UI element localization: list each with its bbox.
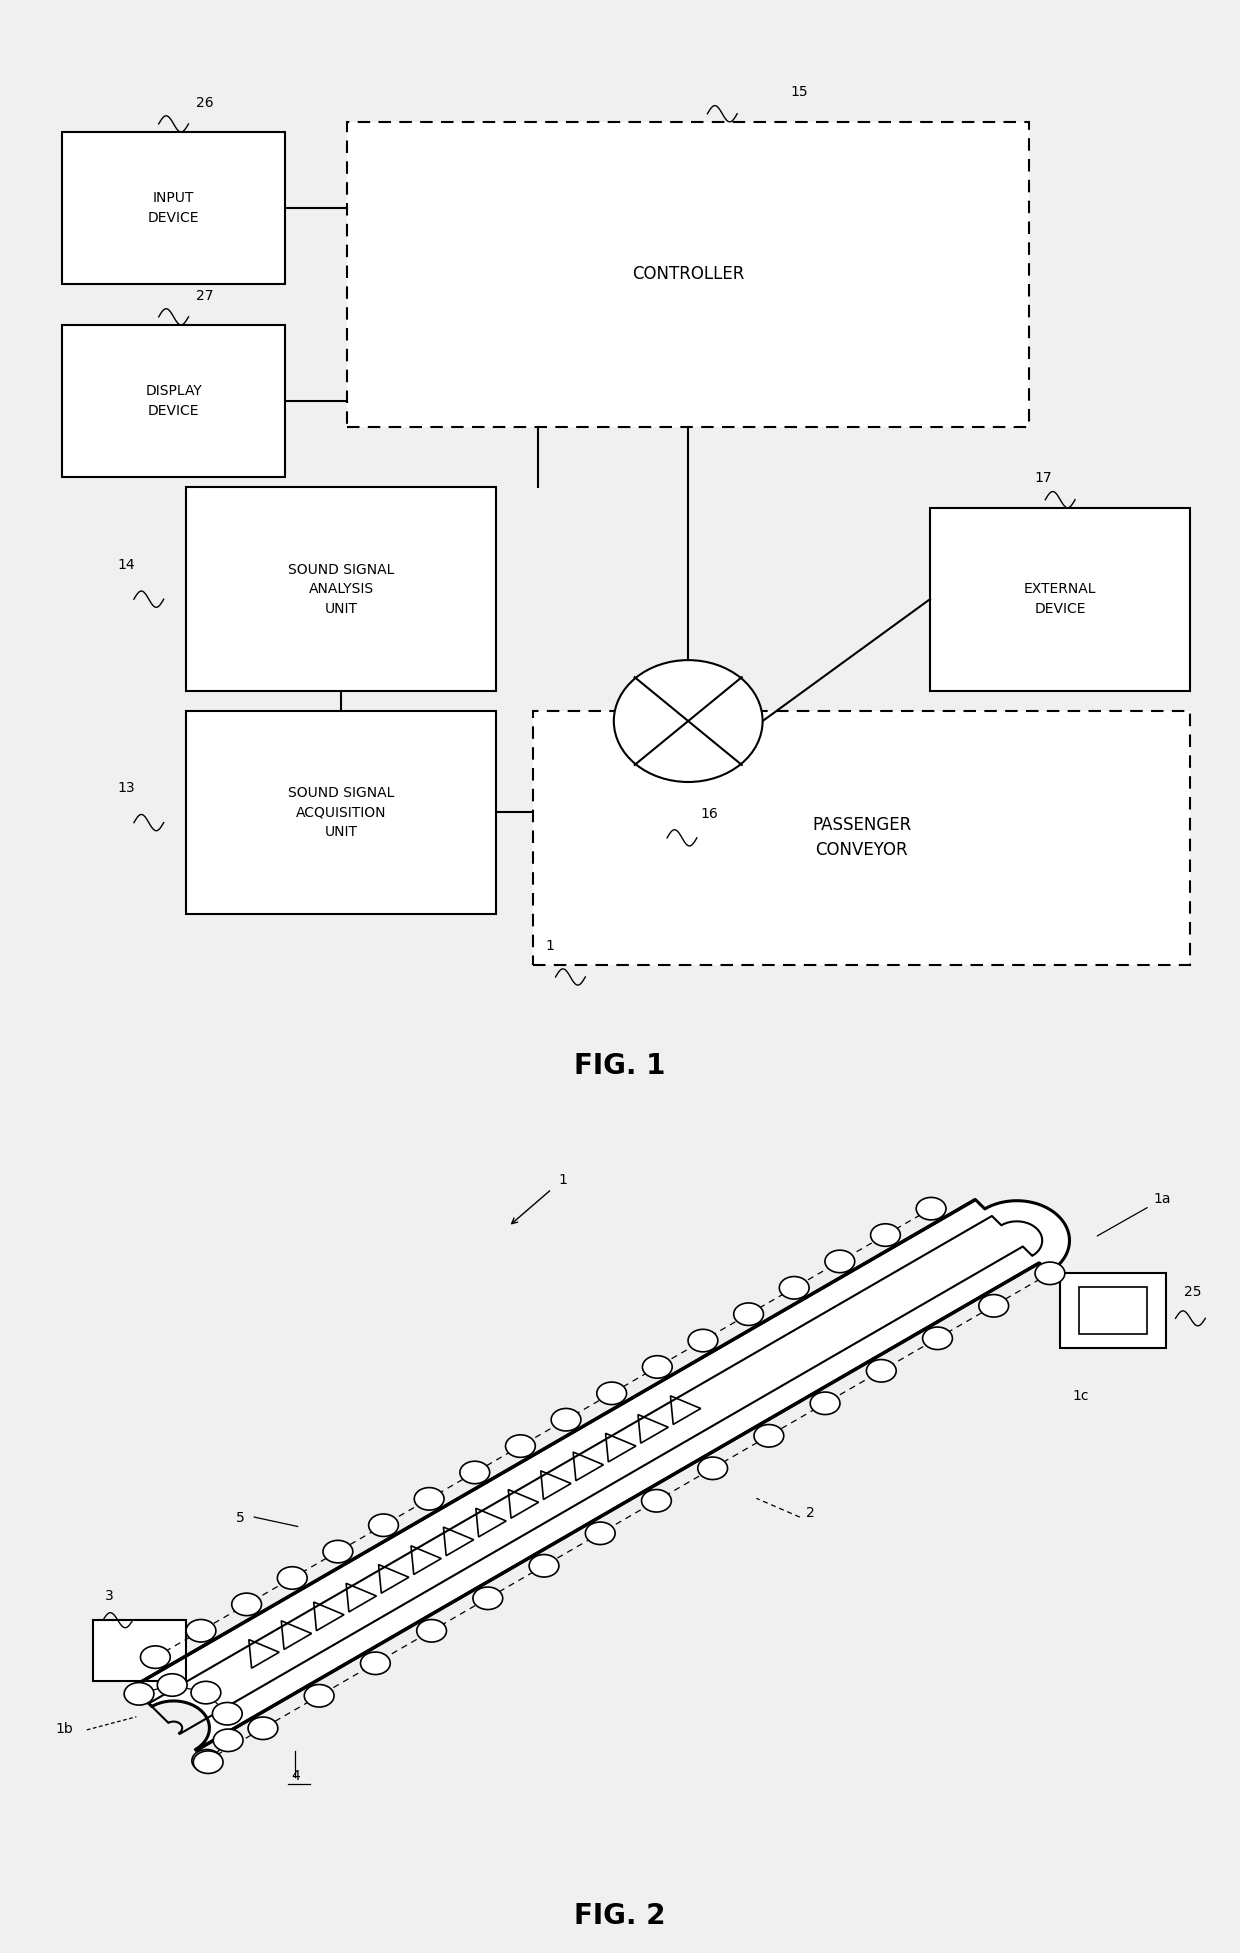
- Circle shape: [867, 1359, 897, 1383]
- Text: SOUND SIGNAL
ACQUISITION
UNIT: SOUND SIGNAL ACQUISITION UNIT: [288, 785, 394, 840]
- Circle shape: [417, 1619, 446, 1642]
- Bar: [93, 1621, 186, 1682]
- Bar: [62, 133, 285, 285]
- Text: CONTROLLER: CONTROLLER: [632, 266, 744, 283]
- Text: 14: 14: [118, 559, 135, 572]
- Circle shape: [232, 1594, 262, 1615]
- Circle shape: [825, 1250, 854, 1273]
- Circle shape: [124, 1683, 154, 1705]
- Circle shape: [361, 1652, 391, 1674]
- Bar: [186, 711, 496, 914]
- Circle shape: [870, 1225, 900, 1246]
- Circle shape: [779, 1277, 808, 1299]
- Circle shape: [641, 1490, 671, 1512]
- Circle shape: [192, 1750, 222, 1771]
- Text: FIG. 1: FIG. 1: [574, 1053, 666, 1080]
- Circle shape: [193, 1752, 223, 1773]
- Text: 27: 27: [196, 289, 213, 303]
- Circle shape: [213, 1728, 243, 1752]
- Text: 26: 26: [196, 96, 213, 109]
- Circle shape: [460, 1461, 490, 1484]
- Text: PASSENGER
CONVEYOR: PASSENGER CONVEYOR: [812, 816, 911, 859]
- Circle shape: [191, 1682, 221, 1703]
- Text: FIG. 2: FIG. 2: [574, 1902, 666, 1930]
- Text: 17: 17: [1034, 471, 1052, 486]
- Bar: [930, 508, 1190, 691]
- Circle shape: [322, 1541, 352, 1562]
- Text: INPUT
DEVICE: INPUT DEVICE: [148, 191, 200, 225]
- Text: 1a: 1a: [1153, 1191, 1171, 1207]
- Text: 1b: 1b: [56, 1723, 73, 1736]
- Circle shape: [304, 1685, 334, 1707]
- Text: 13: 13: [118, 781, 135, 795]
- Bar: [1079, 1287, 1147, 1334]
- Circle shape: [140, 1646, 170, 1668]
- Circle shape: [551, 1408, 580, 1432]
- Circle shape: [278, 1566, 308, 1590]
- Circle shape: [916, 1197, 946, 1221]
- Text: DISPLAY
DEVICE: DISPLAY DEVICE: [145, 385, 202, 418]
- Bar: [533, 711, 1190, 965]
- Circle shape: [585, 1521, 615, 1545]
- Circle shape: [614, 660, 763, 781]
- Text: SOUND SIGNAL
ANALYSIS
UNIT: SOUND SIGNAL ANALYSIS UNIT: [288, 562, 394, 615]
- Circle shape: [248, 1717, 278, 1740]
- Circle shape: [212, 1703, 242, 1724]
- Bar: [347, 121, 1029, 426]
- Text: 4: 4: [291, 1769, 300, 1783]
- Circle shape: [472, 1588, 502, 1609]
- Circle shape: [734, 1303, 764, 1326]
- Circle shape: [596, 1383, 626, 1404]
- Polygon shape: [133, 1199, 1069, 1750]
- Text: 1: 1: [558, 1174, 567, 1187]
- Circle shape: [688, 1330, 718, 1351]
- Text: 1c: 1c: [1073, 1389, 1089, 1402]
- Circle shape: [923, 1326, 952, 1350]
- Text: 15: 15: [791, 86, 808, 100]
- Circle shape: [529, 1555, 559, 1576]
- Bar: [186, 488, 496, 691]
- Circle shape: [1035, 1262, 1065, 1285]
- Circle shape: [754, 1424, 784, 1447]
- Circle shape: [506, 1435, 536, 1457]
- Bar: [62, 324, 285, 477]
- Text: 2: 2: [806, 1506, 815, 1519]
- Text: 5: 5: [236, 1512, 244, 1525]
- Text: EXTERNAL
DEVICE: EXTERNAL DEVICE: [1024, 582, 1096, 615]
- Text: 16: 16: [701, 807, 718, 820]
- Circle shape: [642, 1355, 672, 1379]
- Circle shape: [810, 1392, 839, 1414]
- Text: 25: 25: [1184, 1285, 1202, 1299]
- Circle shape: [978, 1295, 1008, 1316]
- Text: 3: 3: [105, 1588, 114, 1603]
- Circle shape: [368, 1514, 398, 1537]
- Bar: [1060, 1273, 1166, 1348]
- Circle shape: [414, 1488, 444, 1510]
- Circle shape: [157, 1674, 187, 1697]
- Circle shape: [698, 1457, 728, 1480]
- Circle shape: [186, 1619, 216, 1642]
- Text: 1: 1: [546, 939, 554, 953]
